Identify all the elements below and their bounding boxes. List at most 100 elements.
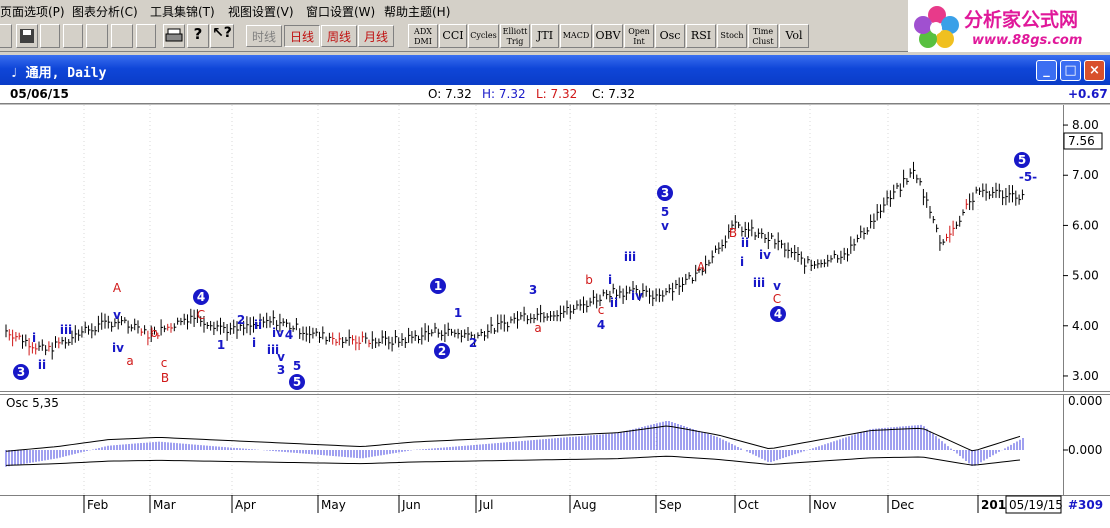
price-bar: [926, 192, 929, 208]
indicator-osc[interactable]: Osc: [655, 24, 685, 48]
price-bar: [239, 319, 243, 331]
price-bar: [688, 272, 692, 280]
svg-text:1: 1: [454, 306, 462, 320]
price-bar: [1015, 190, 1018, 206]
svg-text:v: v: [277, 350, 285, 364]
price-bar: [286, 319, 289, 328]
help-icon[interactable]: ?: [187, 24, 209, 48]
period-monthly[interactable]: 月线: [358, 25, 394, 47]
indicator-open-int[interactable]: Open Int: [624, 24, 654, 48]
minimize-button[interactable]: _: [1036, 60, 1057, 81]
indicator-stoch[interactable]: Stoch: [717, 24, 747, 48]
wave-label: 1: [430, 278, 446, 294]
svg-text:ii: ii: [610, 296, 618, 310]
svg-text:-5-: -5-: [1019, 170, 1037, 184]
price-bar: [823, 259, 827, 268]
indicator-elliott-trig[interactable]: Elliott Trig: [500, 24, 530, 48]
period-daily[interactable]: 日线: [284, 25, 320, 47]
month-label: Nov: [813, 498, 836, 512]
price-bar: [431, 329, 434, 337]
price-bar: [88, 325, 91, 335]
close-button[interactable]: ×: [1084, 60, 1105, 81]
price-bar: [196, 309, 200, 323]
price-bar: [187, 314, 190, 330]
price-bar: [573, 304, 576, 314]
month-label: Jul: [478, 498, 493, 512]
price-bar: [253, 316, 256, 333]
menu-item-1[interactable]: 图表分析(C): [72, 5, 138, 19]
wave-label: 2: [237, 313, 245, 327]
menu-item-5[interactable]: 帮助主题(H): [384, 5, 451, 19]
price-bar: [741, 226, 744, 237]
price-bar: [289, 322, 292, 335]
price-bar: [474, 334, 477, 347]
price-bar: [121, 316, 124, 326]
period-hourly[interactable]: 时线: [246, 25, 282, 47]
context-help-icon[interactable]: ↖?: [210, 24, 234, 48]
wave-label: iv: [272, 326, 284, 340]
price-bar: [437, 328, 441, 338]
svg-text:iii: iii: [267, 343, 279, 357]
price-bar: [233, 319, 236, 334]
price-bar: [784, 242, 787, 258]
wave-label: iv: [112, 341, 124, 355]
price-bar: [154, 326, 157, 335]
menu-item-0[interactable]: 页面选项(P): [0, 5, 65, 19]
indicator-cci[interactable]: CCI: [439, 24, 467, 48]
price-bar: [282, 318, 286, 327]
new-file-icon[interactable]: [0, 24, 12, 48]
svg-text:5: 5: [661, 205, 669, 219]
svg-text:4: 4: [197, 290, 205, 304]
maximize-button[interactable]: □: [1060, 60, 1081, 81]
price-bar: [876, 204, 880, 221]
price-bar: [160, 319, 164, 336]
price-bar: [332, 332, 335, 345]
paste-icon[interactable]: [136, 24, 156, 48]
price-bar: [309, 326, 312, 344]
save-icon[interactable]: [16, 24, 38, 48]
back-icon[interactable]: [63, 24, 83, 48]
menu-item-3[interactable]: 视图设置(V): [228, 5, 294, 19]
period-weekly[interactable]: 周线: [321, 25, 357, 47]
price-bar: [358, 336, 362, 351]
indicator-macd[interactable]: MACD: [560, 24, 592, 48]
osc-label-zero: 0.000: [1068, 443, 1102, 457]
price-bar: [586, 300, 589, 313]
indicator-vol[interactable]: Vol: [779, 24, 809, 48]
price-bar: [292, 325, 296, 332]
price-bar: [269, 316, 272, 328]
price-chart[interactable]: 05/06/15 O: 7.32 H: 7.32 L: 7.32 C: 7.32…: [0, 85, 1110, 528]
menu-item-4[interactable]: 窗口设置(W): [306, 5, 376, 19]
price-bar: [381, 330, 385, 344]
price-bar: [649, 288, 652, 304]
price-bar: [447, 322, 451, 337]
osc-baseline: [5, 455, 1021, 466]
svg-text:iv: iv: [272, 326, 284, 340]
price-bar: [909, 168, 913, 178]
indicator-time-clust[interactable]: Time Clust: [748, 24, 778, 48]
indicator-rsi[interactable]: RSI: [686, 24, 716, 48]
price-bar: [107, 315, 111, 329]
price-bar: [873, 213, 876, 229]
price-bar: [5, 324, 8, 338]
svg-text:5: 5: [293, 359, 301, 373]
printer-icon[interactable]: [163, 24, 185, 48]
price-bar: [140, 328, 144, 336]
price-bar: [804, 258, 807, 274]
menu-item-2[interactable]: 工具集锦(T): [150, 5, 215, 19]
price-bar: [913, 161, 916, 179]
wave-label: 3: [277, 363, 285, 377]
price-bar: [295, 317, 299, 331]
window-title-bar[interactable]: ♩ 通用, Daily _ □ ×: [0, 55, 1110, 85]
price-bar: [579, 299, 583, 311]
indicator-obv[interactable]: OBV: [593, 24, 623, 48]
indicator-cycles[interactable]: Cycles: [468, 24, 499, 48]
indicator-adx-dmi[interactable]: ADX DMI: [408, 24, 438, 48]
cut-icon[interactable]: [111, 24, 133, 48]
print-preview-icon[interactable]: [40, 24, 60, 48]
wave-label: i: [32, 331, 36, 345]
price-bar: [583, 296, 586, 314]
copy-icon[interactable]: [86, 24, 108, 48]
indicator-jti[interactable]: JTI: [531, 24, 559, 48]
price-bar: [81, 326, 84, 338]
